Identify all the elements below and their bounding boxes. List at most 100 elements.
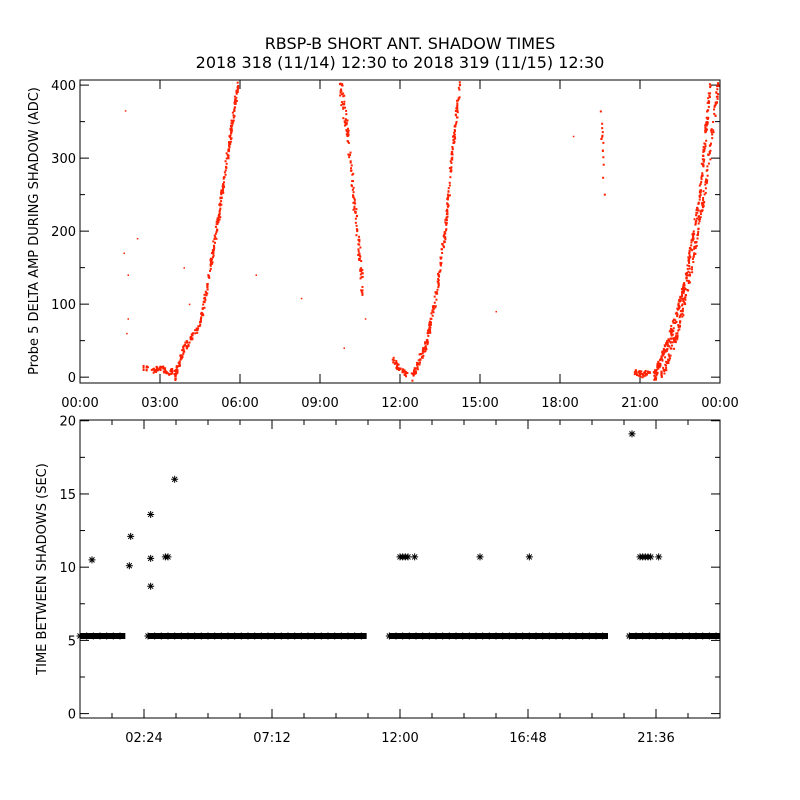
x-tick-label: 09:00	[301, 396, 338, 411]
star-point	[592, 632, 600, 640]
data-point	[361, 272, 364, 275]
data-point	[657, 363, 660, 366]
data-point	[411, 379, 414, 382]
star-point	[291, 632, 299, 640]
data-point	[222, 191, 225, 194]
y-tick-label: 20	[59, 415, 76, 430]
data-point	[703, 201, 706, 204]
data-point	[145, 366, 148, 369]
star-point	[237, 632, 245, 640]
data-point	[446, 205, 449, 208]
data-point	[688, 281, 691, 284]
data-point	[717, 85, 720, 88]
data-point	[215, 230, 218, 233]
data-point	[703, 149, 706, 152]
data-point	[352, 201, 355, 204]
data-point	[393, 359, 396, 362]
data-point	[218, 203, 221, 206]
data-point	[664, 368, 667, 371]
data-point	[228, 135, 231, 138]
y-tick-label: 15	[59, 488, 76, 503]
data-point	[185, 340, 188, 343]
star-point	[412, 632, 420, 640]
data-point	[664, 350, 667, 353]
data-point	[677, 324, 680, 327]
data-point	[705, 169, 708, 172]
data-point	[415, 367, 418, 370]
data-point	[679, 310, 682, 313]
data-point	[670, 330, 673, 333]
y-tick-label: 0	[68, 708, 76, 723]
data-point	[684, 287, 687, 290]
data-point	[213, 244, 216, 247]
data-point	[601, 127, 604, 130]
data-point	[184, 341, 187, 344]
data-point	[694, 241, 697, 244]
data-point	[428, 327, 431, 330]
data-point	[709, 149, 712, 152]
data-point	[642, 375, 645, 378]
data-point	[436, 288, 439, 291]
data-point	[679, 314, 682, 317]
data-point	[697, 232, 700, 235]
data-point	[445, 218, 448, 221]
data-point	[687, 281, 690, 284]
star-point	[284, 632, 292, 640]
data-point	[222, 183, 225, 186]
data-point	[451, 135, 454, 138]
data-point	[656, 362, 659, 365]
star-point	[96, 632, 104, 640]
data-point	[707, 105, 710, 108]
data-point	[427, 329, 430, 332]
data-point	[358, 243, 361, 246]
data-point	[229, 134, 232, 137]
data-point	[351, 173, 354, 176]
star-point	[331, 632, 339, 640]
data-point	[601, 122, 604, 125]
data-point	[228, 145, 231, 148]
data-point	[425, 348, 428, 351]
data-point	[639, 375, 642, 378]
data-point	[701, 209, 704, 212]
data-point	[442, 245, 445, 248]
data-point	[640, 370, 643, 373]
data-point	[638, 370, 641, 373]
data-point	[670, 334, 673, 337]
data-point	[704, 126, 707, 129]
star-point	[103, 632, 111, 640]
data-point	[664, 356, 667, 359]
data-point	[176, 369, 179, 372]
data-point	[410, 372, 413, 375]
data-point	[495, 310, 497, 313]
data-point	[637, 374, 640, 377]
star-point	[532, 632, 540, 640]
data-point	[688, 260, 691, 263]
data-point	[360, 291, 363, 294]
data-point	[682, 287, 685, 290]
data-point	[638, 373, 641, 376]
data-point	[203, 301, 206, 304]
data-point	[232, 116, 235, 119]
data-point	[422, 354, 425, 357]
data-point	[350, 169, 353, 172]
data-point	[664, 349, 667, 352]
data-point	[434, 306, 437, 309]
data-point	[678, 316, 681, 319]
data-point	[677, 304, 680, 307]
data-point	[700, 162, 703, 165]
data-point	[698, 194, 701, 197]
data-point	[222, 176, 225, 179]
data-point	[704, 191, 707, 194]
x-tick-label: 16:48	[509, 731, 546, 746]
data-point	[601, 134, 604, 137]
star-point	[652, 632, 660, 640]
data-point	[449, 176, 452, 179]
data-point	[219, 202, 222, 205]
data-point	[233, 110, 236, 113]
data-point	[209, 263, 212, 266]
data-point	[653, 377, 656, 380]
data-point	[191, 334, 194, 337]
data-point	[669, 354, 672, 357]
data-point	[456, 105, 459, 108]
data-point	[346, 127, 349, 130]
